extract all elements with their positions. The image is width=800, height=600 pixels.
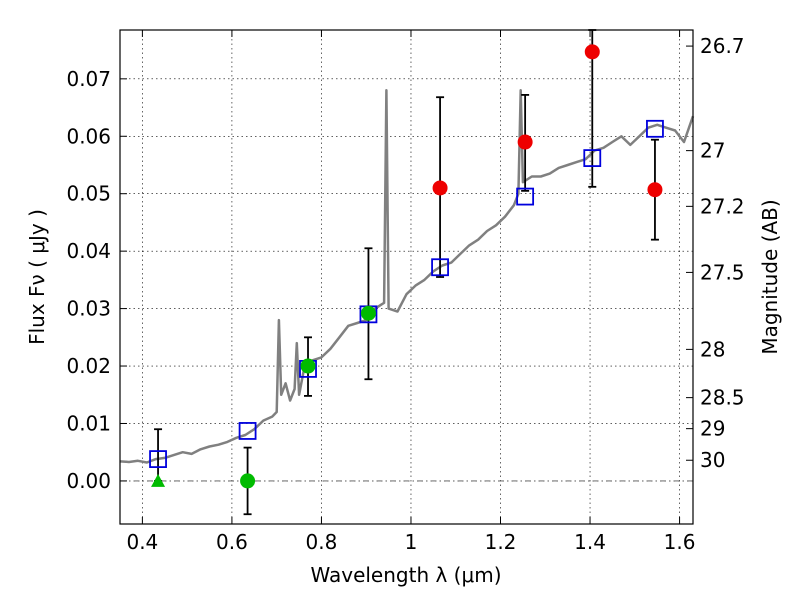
model-square: [431, 258, 449, 277]
y2-axis-label: Magnitude (AB): [758, 199, 782, 354]
y-tick-label: 0.03: [66, 297, 111, 321]
model-square: [516, 187, 535, 206]
grid: [120, 30, 693, 524]
green-point: [240, 473, 256, 489]
upper-limit-triangle: [151, 473, 166, 487]
detection-point: [432, 180, 448, 196]
y2-tick-label: 29: [700, 417, 725, 441]
tick-labels: 0.4 0.6 0.8 1 1.2 1.4 1.6 0.00 0.01 0.02 0.03 0.04 0…: [66, 34, 744, 554]
y-tick-label: 0.01: [66, 411, 111, 435]
y-axis-label: Flux Fν ( μJy ): [25, 209, 49, 345]
y-tick-label: 0.05: [66, 182, 111, 206]
x-tick-label: 0.4: [126, 530, 158, 554]
data-markers: [149, 44, 664, 489]
x-tick-label: 0.6: [216, 530, 248, 554]
y-tick-label: 0.04: [66, 239, 111, 263]
x-tick-label: 1.2: [485, 530, 517, 554]
plot-frame: [119, 29, 694, 525]
y-tick-label: 0.00: [66, 469, 111, 493]
x-tick-label: 1.6: [664, 530, 696, 554]
detection-point: [584, 44, 600, 60]
y2-tick-label: 27: [700, 139, 725, 163]
model-square: [646, 119, 664, 138]
y2-tick-label: 30: [700, 448, 725, 472]
detection-point: [647, 182, 663, 198]
green-point: [360, 305, 376, 321]
green-point: [300, 358, 316, 374]
y-tick-label: 0.07: [66, 67, 111, 91]
y-tick-label: 0.02: [66, 354, 111, 378]
detection-point: [517, 134, 533, 150]
model-square: [149, 450, 167, 468]
x-tick-label: 1: [405, 530, 418, 554]
x-axis-label: Wavelength λ (μm): [310, 563, 501, 587]
y2-tick-label: 27.2: [700, 194, 745, 218]
y2-tick-label: 26.7: [700, 34, 745, 58]
y2-tick-label: 27.5: [700, 260, 745, 284]
y-tick-label: 0.06: [66, 124, 111, 148]
axis-ticks: [120, 30, 693, 524]
y2-tick-label: 28.5: [700, 386, 745, 410]
y2-tick-label: 28: [700, 337, 725, 361]
model-square: [238, 422, 257, 440]
spectrum-line: [119, 89, 695, 464]
model-square: [583, 149, 602, 167]
x-tick-label: 1.4: [574, 530, 606, 554]
x-tick-label: 0.8: [306, 530, 338, 554]
